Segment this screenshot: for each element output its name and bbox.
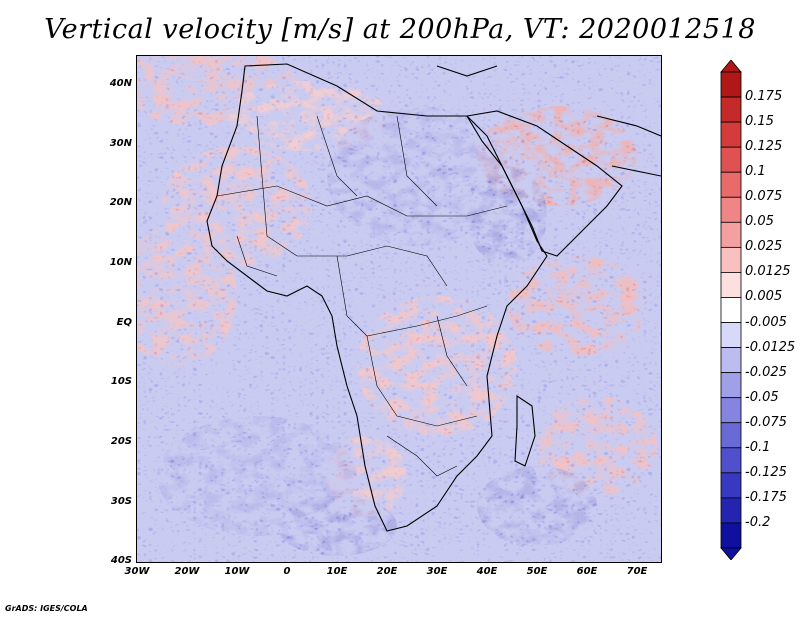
color-scale-bar (720, 60, 742, 560)
coastlines (206, 63, 661, 532)
colorbar-tick-label: -0.0125 (745, 339, 796, 355)
colorbar-segment (720, 372, 742, 399)
colorbar-segment (720, 522, 742, 549)
lat-label-30s: 30S (110, 496, 132, 507)
colorbar-tick-label: 0.075 (745, 189, 783, 205)
colorbar-tick-label: -0.175 (745, 489, 787, 505)
lat-label-20n: 20N (109, 197, 132, 208)
colorbar-tick-label: -0.005 (745, 314, 787, 330)
map-title: Vertical velocity [m/s] at 200hPa, VT: 2… (44, 14, 756, 45)
colorbar-segment (720, 347, 742, 374)
colorbar-segment (720, 71, 742, 98)
lon-label-10e: 10E (326, 566, 348, 577)
colorbar-tick-label: 0.05 (745, 214, 774, 230)
lat-label-20s: 20S (110, 436, 132, 447)
colorbar-segment (720, 246, 742, 273)
colorbar-segment (720, 497, 742, 524)
colorbar-tick-label: 0.125 (745, 139, 783, 155)
lon-label-30e: 30E (426, 566, 448, 577)
lon-label-20w: 20W (174, 566, 200, 577)
colorbar-segment (720, 196, 742, 223)
lon-label-10w: 10W (224, 566, 250, 577)
lon-label-70e: 70E (626, 566, 648, 577)
borders (216, 115, 508, 477)
colorbar-tick-label: -0.05 (745, 389, 779, 405)
colorbar-tick-label: 0.0125 (745, 264, 791, 280)
colorbar-tick-label: 0.025 (745, 239, 783, 255)
colorbar-tick-label: 0.175 (745, 89, 783, 105)
colorbar-tick-label: -0.075 (745, 414, 787, 430)
colorbar-tick-label: 0.005 (745, 289, 783, 305)
lon-label-50e: 50E (526, 566, 548, 577)
colorbar-segment (720, 422, 742, 449)
colorbar-segment (720, 96, 742, 123)
colorbar-segment (720, 447, 742, 474)
lon-label-60e: 60E (576, 566, 598, 577)
colorbar-segment (720, 322, 742, 348)
lon-label-20e: 20E (376, 566, 398, 577)
lon-label-40e: 40E (476, 566, 498, 577)
colorbar-tick-label: -0.2 (745, 514, 771, 530)
footer-credit: GrADS: IGES/COLA (5, 604, 88, 613)
colorbar-tick-label: 0.15 (745, 114, 774, 130)
lat-label-10s: 10S (110, 376, 132, 387)
lat-label-eq: EQ (116, 317, 132, 328)
colorbar-max-arrow (720, 60, 742, 73)
velocity-field (137, 56, 661, 562)
colorbar-segment (720, 146, 742, 173)
colorbar-segment (720, 472, 742, 499)
colorbar-segment (720, 121, 742, 148)
colorbar-segment (720, 221, 742, 248)
colorbar-tick-label: -0.025 (745, 364, 787, 380)
lat-label-40s: 40S (110, 555, 132, 566)
lat-label-30n: 30N (109, 138, 132, 149)
colorbar-segment (720, 297, 742, 323)
colorbar-tick-label: -0.125 (745, 464, 787, 480)
lon-label-0: 0 (283, 566, 291, 577)
colorbar-min-arrow (720, 547, 742, 560)
colorbar-segment (720, 397, 742, 424)
lat-label-10n: 10N (109, 257, 132, 268)
colorbar-tick-label: -0.1 (745, 439, 771, 455)
colorbar-segment (720, 171, 742, 198)
colorbar-tick-label: 0.1 (745, 164, 766, 180)
lon-label-30w: 30W (124, 566, 150, 577)
map-panel (136, 55, 662, 563)
colorbar-segment (720, 272, 742, 298)
lat-label-40n: 40N (109, 78, 132, 89)
